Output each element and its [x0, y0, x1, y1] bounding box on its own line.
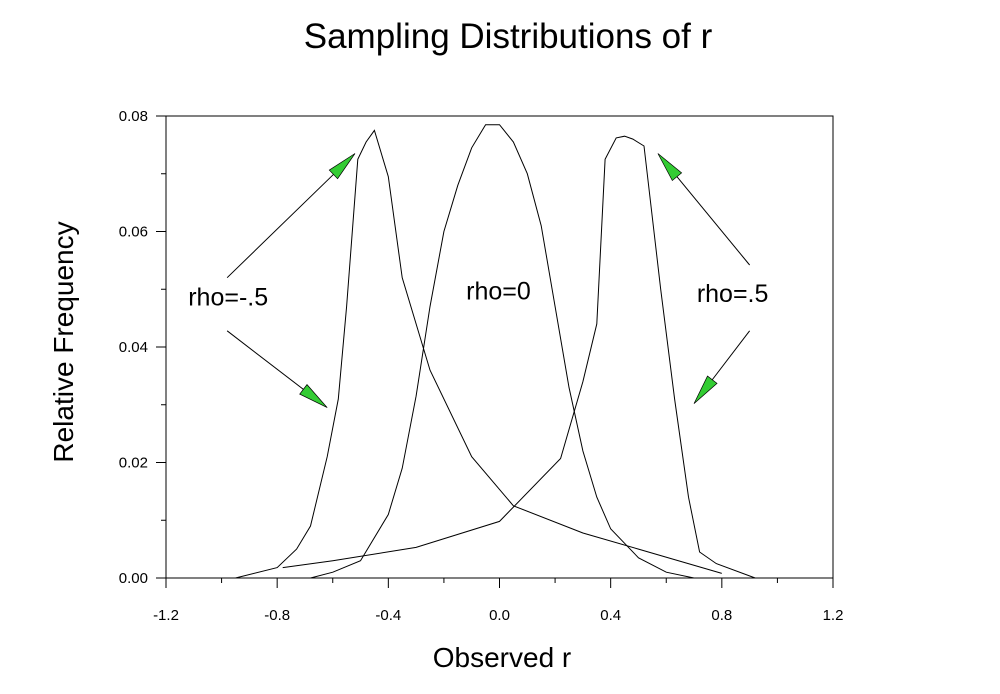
arrow-line-0 — [226, 174, 334, 279]
annotations: rho=-.5 rho=0 rho=.5 — [188, 278, 768, 312]
y-tick-label-0: 0.00 — [119, 570, 148, 587]
x-tick-label-1: -0.8 — [264, 607, 290, 624]
y-tick-label-4: 0.08 — [119, 108, 148, 125]
x-tick-label-5: 0.8 — [711, 607, 732, 624]
arrow-head-2 — [657, 153, 683, 182]
arrow-line-1 — [226, 330, 304, 390]
x-tick-label-2: -0.4 — [375, 607, 401, 624]
x-axis: -1.2 -0.8 -0.4 0.0 0.4 0.8 1.2 — [153, 578, 843, 624]
plot-area-frame — [165, 115, 834, 579]
arrow-line-2 — [676, 176, 751, 266]
series-line-2 — [282, 135, 756, 579]
arrow-head-1 — [299, 384, 328, 408]
y-tick-label-2: 0.04 — [119, 339, 148, 356]
x-tick-label-3: 0.0 — [489, 607, 510, 624]
arrow-head-0 — [328, 153, 356, 180]
series-line-1 — [310, 124, 695, 579]
y-axis: 0.00 0.02 0.04 0.06 0.08 — [119, 108, 166, 587]
y-axis-label: Relative Frequency — [48, 221, 79, 462]
x-tick-label-0: -1.2 — [153, 607, 179, 624]
x-tick-label-4: 0.4 — [600, 607, 621, 624]
y-tick-label-1: 0.02 — [119, 455, 148, 472]
series-line-0 — [235, 129, 722, 579]
annotation-label-2: rho=.5 — [697, 280, 769, 308]
arrow-head-3 — [693, 375, 718, 404]
series-group — [235, 124, 756, 579]
arrow-line-3 — [711, 330, 751, 381]
x-axis-label: Observed r — [433, 642, 572, 673]
annotation-arrows — [226, 153, 751, 408]
x-tick-label-6: 1.2 — [823, 607, 844, 624]
y-tick-label-3: 0.06 — [119, 224, 148, 241]
annotation-label-1: rho=0 — [466, 278, 531, 306]
chart-title: Sampling Distributions of r — [304, 17, 713, 56]
annotation-label-0: rho=-.5 — [188, 283, 268, 311]
